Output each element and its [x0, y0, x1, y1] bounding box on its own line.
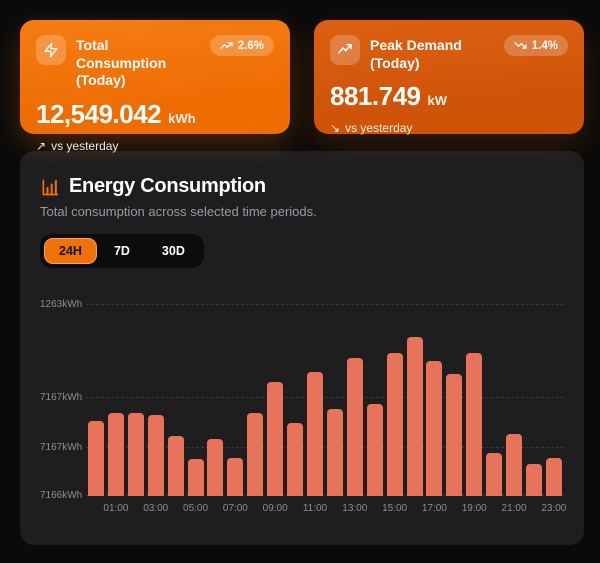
trend-badge: 2.6%: [209, 35, 274, 56]
bar-01:00[interactable]: [107, 413, 124, 496]
time-range-tabs: 24H 7D 30D: [40, 234, 204, 268]
gridline: 7167kWh: [40, 392, 564, 403]
bar-12:00[interactable]: [326, 409, 343, 496]
bar-03:00[interactable]: [147, 415, 164, 496]
activity-chart-icon: [330, 35, 360, 65]
x-tick-23:00: 23:00: [541, 503, 567, 514]
tab-24h[interactable]: 24H: [44, 238, 97, 264]
x-tick-13:00: 13:00: [342, 503, 368, 514]
card-footer: ↗ vs yesterday: [36, 139, 274, 153]
metric-value: 12,549.042: [36, 98, 162, 129]
card-header: Peak Demand (Today) 1.4%: [330, 35, 568, 72]
bar-08:00[interactable]: [247, 413, 264, 496]
x-axis-labels: 01:00 03:00 05:00 07:00 09:00 11:00 13:00 15:00…: [86, 503, 567, 516]
x-tick-09:00: 09:00: [262, 503, 288, 514]
x-tick-02:00: [128, 503, 144, 516]
y-axis-label: 7167kWh: [40, 392, 83, 403]
stat-cards-row: Total Consumption (Today) 2.6% 12,549.04…: [20, 20, 584, 153]
bar-chart-icon: [40, 177, 60, 197]
footer-label: vs yesterday: [51, 138, 119, 153]
peak-demand-card: Peak Demand (Today) 1.4% 881.749 kW ↘ vs…: [314, 20, 584, 135]
x-tick-19:00: 19:00: [461, 503, 487, 514]
bar-22:00[interactable]: [525, 464, 542, 496]
x-tick-20:00: [486, 503, 502, 516]
y-axis-label: 7167kWh: [40, 442, 83, 453]
x-tick-14:00: [367, 503, 383, 516]
bar-13:00[interactable]: [346, 358, 363, 496]
bolt-icon: [36, 35, 66, 65]
bar-21:00[interactable]: [506, 434, 523, 496]
y-axis-label: 1263kWh: [40, 299, 83, 310]
bar-04:00[interactable]: [167, 436, 184, 496]
y-axis-label: 7166kWh: [40, 490, 83, 501]
x-tick-10:00: [287, 503, 303, 516]
bar-06:00[interactable]: [207, 439, 224, 496]
bar-02:00[interactable]: [127, 413, 144, 496]
bar-18:00[interactable]: [446, 374, 463, 496]
bar-23:00[interactable]: [545, 458, 562, 496]
x-tick-03:00: 03:00: [143, 503, 169, 514]
x-tick-05:00: 05:00: [183, 503, 209, 514]
x-tick-15:00: 15:00: [382, 503, 408, 514]
value-row: 12,549.042 kWh: [36, 99, 274, 130]
tab-30d[interactable]: 30D: [147, 238, 200, 264]
bar-11:00[interactable]: [306, 372, 323, 496]
card-header: Total Consumption (Today) 2.6%: [36, 35, 274, 90]
chart-subtitle: Total consumption across selected time p…: [40, 204, 317, 219]
footer-label: vs yesterday: [345, 121, 413, 135]
total-consumption-card: Total Consumption (Today) 2.6% 12,549.04…: [20, 20, 290, 153]
bar-14:00[interactable]: [366, 404, 383, 496]
card-title: Total Consumption (Today): [76, 37, 167, 88]
x-tick-06:00: [207, 503, 223, 516]
x-tick-08:00: [247, 503, 263, 516]
x-tick-17:00: 17:00: [421, 503, 447, 514]
bar-15:00[interactable]: [386, 353, 403, 496]
bars: [88, 301, 562, 496]
plot: 1263kWh 7167kWh 7167kWh 7166kWh: [40, 299, 564, 501]
value-row: 881.749 kW: [330, 81, 568, 112]
metric-value: 881.749: [330, 81, 421, 111]
bar-16:00[interactable]: [406, 337, 423, 496]
bar-05:00[interactable]: [187, 459, 204, 496]
bar-00:00[interactable]: [88, 421, 104, 496]
badge-value: 1.4%: [531, 39, 558, 52]
card-footer: ↘ vs yesterday: [330, 121, 568, 135]
x-tick-01:00: 01:00: [103, 503, 129, 514]
metric-unit: kW: [427, 93, 447, 108]
badge-value: 2.6%: [237, 39, 264, 52]
bar-10:00[interactable]: [287, 423, 304, 496]
gridline: 7167kWh: [40, 442, 564, 453]
tab-7d[interactable]: 7D: [99, 238, 145, 264]
x-tick-22:00: [526, 503, 542, 516]
x-tick-21:00: 21:00: [501, 503, 527, 514]
metric-unit: kWh: [168, 110, 196, 126]
chart-plot-area: 1263kWh 7167kWh 7167kWh 7166kWh 01:00 03:…: [40, 299, 567, 516]
chart-header: Energy Consumption: [40, 175, 564, 198]
gridline: 1263kWh: [40, 299, 564, 310]
bar-07:00[interactable]: [227, 458, 244, 496]
bar-20:00[interactable]: [486, 453, 503, 496]
energy-consumption-card: Energy Consumption Total consumption acr…: [20, 151, 584, 545]
x-tick-18:00: [446, 503, 462, 516]
trending-up-icon: [220, 39, 233, 52]
gridline: 7166kWh: [40, 490, 564, 501]
trend-badge: 1.4%: [503, 35, 568, 56]
trending-down-icon: [514, 39, 527, 52]
x-tick-04:00: [168, 503, 184, 516]
x-tick-07:00: 07:00: [222, 503, 248, 514]
card-title: Peak Demand (Today): [370, 37, 462, 71]
bar-19:00[interactable]: [466, 353, 483, 496]
arrow-up-icon: ↗: [36, 138, 47, 153]
x-tick-12:00: [327, 503, 343, 516]
x-tick-11:00: 11:00: [302, 503, 328, 514]
arrow-down-icon: ↘: [330, 121, 341, 135]
bar-17:00[interactable]: [426, 361, 443, 496]
chart-title: Energy Consumption: [69, 175, 266, 197]
x-tick-00:00: [88, 503, 104, 516]
bar-09:00[interactable]: [267, 382, 284, 496]
x-tick-16:00: [407, 503, 423, 516]
